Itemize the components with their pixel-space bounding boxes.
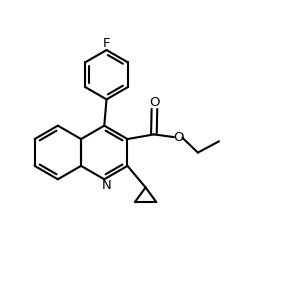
Text: O: O xyxy=(173,130,183,144)
Text: O: O xyxy=(149,96,160,109)
Text: F: F xyxy=(103,37,110,50)
Text: N: N xyxy=(102,179,112,192)
